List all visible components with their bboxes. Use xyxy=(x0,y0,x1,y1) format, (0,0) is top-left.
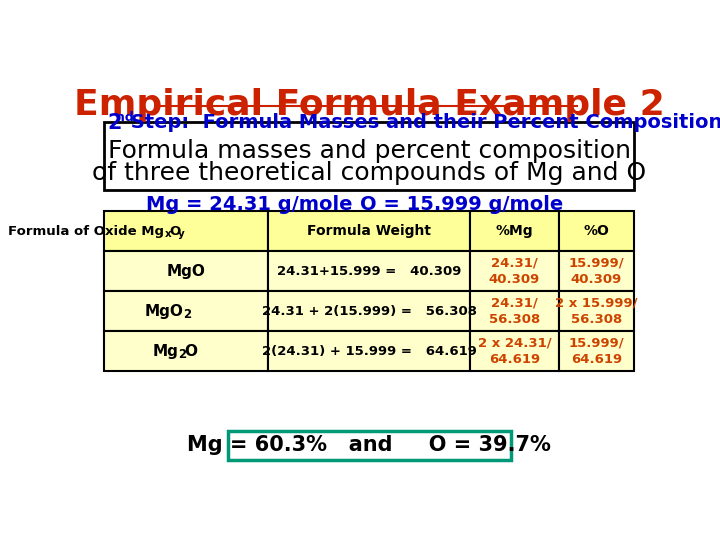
Text: MgO: MgO xyxy=(166,264,205,279)
FancyBboxPatch shape xyxy=(559,291,634,331)
Text: MgO: MgO xyxy=(144,303,183,319)
Text: 2: 2 xyxy=(183,308,191,321)
FancyBboxPatch shape xyxy=(104,211,269,251)
FancyBboxPatch shape xyxy=(269,291,469,331)
Text: Mg: Mg xyxy=(153,344,179,359)
FancyBboxPatch shape xyxy=(469,251,559,291)
FancyBboxPatch shape xyxy=(104,291,269,331)
FancyBboxPatch shape xyxy=(269,211,469,251)
Text: %O: %O xyxy=(583,224,609,238)
Text: 24.31/
56.308: 24.31/ 56.308 xyxy=(489,296,540,326)
Text: 2(24.31) + 15.999 =   64.619: 2(24.31) + 15.999 = 64.619 xyxy=(261,345,477,357)
FancyBboxPatch shape xyxy=(559,251,634,291)
Text: nd: nd xyxy=(116,111,133,124)
Text: %Mg: %Mg xyxy=(495,224,533,238)
Text: Mg = 24.31 g/mole: Mg = 24.31 g/mole xyxy=(145,195,352,214)
Text: Mg = 60.3%   and     O = 39.7%: Mg = 60.3% and O = 39.7% xyxy=(187,435,551,455)
FancyBboxPatch shape xyxy=(559,211,634,251)
Text: 15.999/
64.619: 15.999/ 64.619 xyxy=(569,336,624,366)
Text: O: O xyxy=(184,344,197,359)
Text: 2: 2 xyxy=(179,348,186,361)
Text: O: O xyxy=(170,225,181,238)
Text: 15.999/
40.309: 15.999/ 40.309 xyxy=(569,256,624,286)
FancyBboxPatch shape xyxy=(469,291,559,331)
FancyBboxPatch shape xyxy=(469,331,559,372)
Text: 2 x 24.31/
64.619: 2 x 24.31/ 64.619 xyxy=(477,336,551,366)
Text: 2 x 15.999/
56.308: 2 x 15.999/ 56.308 xyxy=(555,296,638,326)
FancyBboxPatch shape xyxy=(104,122,634,190)
FancyBboxPatch shape xyxy=(559,331,634,372)
FancyBboxPatch shape xyxy=(269,251,469,291)
FancyBboxPatch shape xyxy=(104,251,269,291)
Text: y: y xyxy=(178,229,184,239)
FancyBboxPatch shape xyxy=(269,331,469,372)
Text: Step:  Formula Masses and their Percent Composition.: Step: Formula Masses and their Percent C… xyxy=(124,113,720,132)
Text: Formula Weight: Formula Weight xyxy=(307,224,431,238)
Text: Formula masses and percent composition: Formula masses and percent composition xyxy=(107,139,631,164)
Text: O = 15.999 g/mole: O = 15.999 g/mole xyxy=(361,195,564,214)
Text: Formula of Oxide Mg: Formula of Oxide Mg xyxy=(9,225,164,238)
Text: 24.31 + 2(15.999) =   56.308: 24.31 + 2(15.999) = 56.308 xyxy=(261,305,477,318)
Text: 2: 2 xyxy=(107,113,122,133)
FancyBboxPatch shape xyxy=(104,331,269,372)
Text: Empirical Formula Example 2: Empirical Formula Example 2 xyxy=(73,88,665,122)
Text: of three theoretical compounds of Mg and O: of three theoretical compounds of Mg and… xyxy=(92,161,646,185)
Text: x: x xyxy=(164,229,171,239)
Text: 24.31/
40.309: 24.31/ 40.309 xyxy=(489,256,540,286)
FancyBboxPatch shape xyxy=(228,430,510,460)
Text: 24.31+15.999 =   40.309: 24.31+15.999 = 40.309 xyxy=(276,265,462,278)
FancyBboxPatch shape xyxy=(469,211,559,251)
